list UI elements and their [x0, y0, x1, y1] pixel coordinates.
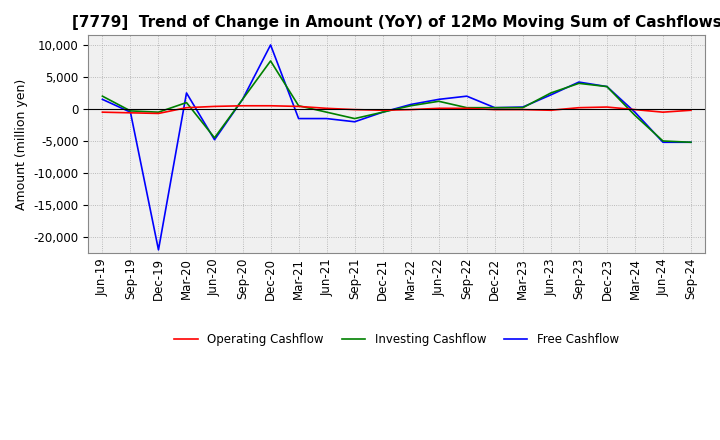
Free Cashflow [210, 137, 219, 143]
Free Cashflow [687, 139, 696, 145]
Operating Cashflow [546, 108, 555, 113]
Free Cashflow [154, 247, 163, 253]
Operating Cashflow [687, 108, 696, 113]
Operating Cashflow [210, 104, 219, 109]
Line: Operating Cashflow: Operating Cashflow [102, 106, 691, 114]
Operating Cashflow [351, 107, 359, 112]
Operating Cashflow [294, 104, 303, 109]
Y-axis label: Amount (million yen): Amount (million yen) [15, 79, 28, 210]
Line: Investing Cashflow: Investing Cashflow [102, 61, 691, 142]
Operating Cashflow [490, 107, 499, 112]
Operating Cashflow [323, 106, 331, 111]
Operating Cashflow [575, 105, 583, 110]
Free Cashflow [266, 42, 275, 48]
Investing Cashflow [323, 110, 331, 115]
Operating Cashflow [379, 108, 387, 113]
Free Cashflow [434, 97, 443, 102]
Free Cashflow [659, 139, 667, 145]
Free Cashflow [351, 119, 359, 125]
Free Cashflow [98, 97, 107, 102]
Operating Cashflow [98, 110, 107, 115]
Investing Cashflow [575, 81, 583, 86]
Legend: Operating Cashflow, Investing Cashflow, Free Cashflow: Operating Cashflow, Investing Cashflow, … [170, 329, 624, 351]
Investing Cashflow [518, 105, 527, 110]
Operating Cashflow [182, 105, 191, 110]
Operating Cashflow [238, 103, 247, 108]
Investing Cashflow [406, 103, 415, 108]
Free Cashflow [182, 90, 191, 95]
Line: Free Cashflow: Free Cashflow [102, 45, 691, 250]
Investing Cashflow [631, 113, 639, 118]
Investing Cashflow [294, 103, 303, 108]
Investing Cashflow [379, 110, 387, 115]
Free Cashflow [406, 102, 415, 107]
Title: [7779]  Trend of Change in Amount (YoY) of 12Mo Moving Sum of Cashflows: [7779] Trend of Change in Amount (YoY) o… [72, 15, 720, 30]
Investing Cashflow [266, 59, 275, 64]
Operating Cashflow [462, 106, 471, 111]
Investing Cashflow [687, 139, 696, 145]
Investing Cashflow [210, 135, 219, 140]
Operating Cashflow [659, 110, 667, 115]
Free Cashflow [518, 104, 527, 110]
Operating Cashflow [126, 110, 135, 115]
Investing Cashflow [462, 105, 471, 110]
Investing Cashflow [434, 99, 443, 104]
Investing Cashflow [98, 94, 107, 99]
Investing Cashflow [126, 108, 135, 114]
Investing Cashflow [238, 97, 247, 102]
Operating Cashflow [631, 107, 639, 112]
Investing Cashflow [490, 105, 499, 110]
Free Cashflow [126, 110, 135, 115]
Free Cashflow [294, 116, 303, 121]
Free Cashflow [323, 116, 331, 121]
Investing Cashflow [546, 90, 555, 95]
Investing Cashflow [351, 116, 359, 121]
Free Cashflow [631, 110, 639, 115]
Investing Cashflow [659, 138, 667, 143]
Free Cashflow [490, 105, 499, 110]
Operating Cashflow [406, 107, 415, 112]
Free Cashflow [379, 110, 387, 115]
Investing Cashflow [154, 110, 163, 115]
Operating Cashflow [266, 103, 275, 108]
Free Cashflow [603, 84, 611, 89]
Free Cashflow [575, 80, 583, 85]
Free Cashflow [238, 97, 247, 102]
Investing Cashflow [182, 100, 191, 105]
Operating Cashflow [154, 111, 163, 116]
Operating Cashflow [603, 104, 611, 110]
Investing Cashflow [603, 84, 611, 89]
Free Cashflow [462, 94, 471, 99]
Operating Cashflow [518, 107, 527, 112]
Operating Cashflow [434, 106, 443, 111]
Free Cashflow [546, 92, 555, 98]
